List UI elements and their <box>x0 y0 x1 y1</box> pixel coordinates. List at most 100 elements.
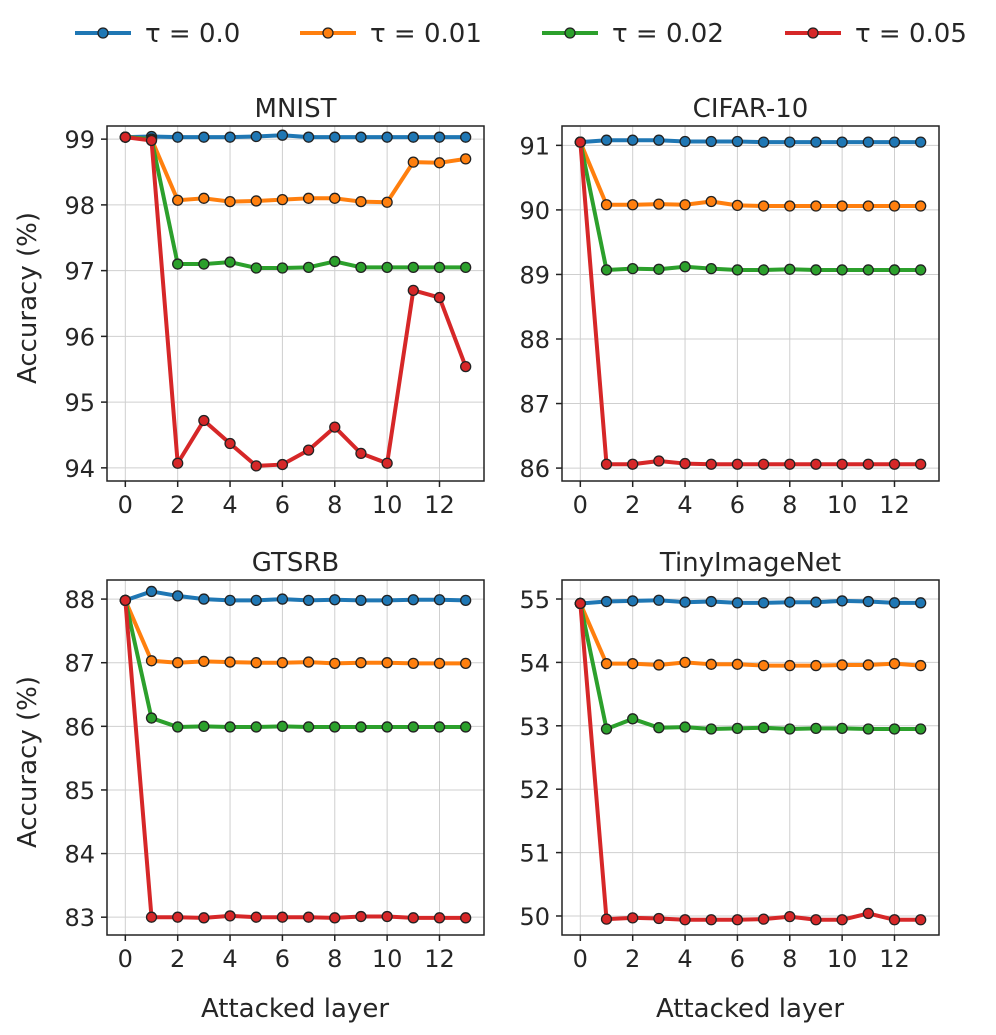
data-point <box>915 723 927 735</box>
y-axis-label-bottom: Accuracy (%) <box>13 676 43 848</box>
chart-title: TinyImageNet <box>659 548 841 578</box>
series <box>119 129 472 143</box>
data-point <box>653 455 665 467</box>
data-point <box>172 721 184 733</box>
data-point <box>355 721 367 733</box>
y-tick-label: 53 <box>519 713 550 741</box>
series <box>574 134 927 148</box>
data-point <box>224 256 236 268</box>
data-point <box>836 722 848 734</box>
data-point <box>862 136 874 148</box>
legend-label: τ = 0.05 <box>855 19 967 49</box>
x-tick-label: 2 <box>170 945 185 973</box>
chart-panel: 0 2 4 6 8 10 12 94 95 96 97 98 99 MNIST <box>64 94 485 519</box>
data-point <box>757 200 770 212</box>
y-tick-label: 91 <box>519 132 550 160</box>
data-point <box>172 590 184 602</box>
data-point <box>276 262 289 274</box>
data-point <box>250 460 262 472</box>
data-point <box>627 658 639 670</box>
data-point <box>433 721 446 733</box>
plot-frame <box>561 125 940 482</box>
data-point <box>731 264 744 276</box>
data-point <box>810 596 822 608</box>
data-point <box>705 595 717 608</box>
data-point <box>627 595 639 607</box>
y-tick-label: 88 <box>519 326 550 354</box>
data-point <box>888 597 901 609</box>
y-tick-label: 89 <box>519 261 550 289</box>
data-point <box>407 594 419 606</box>
data-point <box>731 597 744 609</box>
series <box>574 594 927 610</box>
data-point <box>888 458 901 470</box>
x-tick-label: 4 <box>222 491 237 519</box>
x-tick-label: 0 <box>118 491 133 519</box>
data-point <box>627 713 639 725</box>
data-point <box>329 594 341 606</box>
data-point <box>888 658 901 670</box>
data-point <box>810 264 822 276</box>
data-point <box>574 136 586 148</box>
y-tick-label: 54 <box>519 649 550 677</box>
data-point <box>407 156 419 168</box>
y-tick-label: 87 <box>519 391 550 419</box>
data-point <box>679 721 691 733</box>
data-point <box>460 721 472 733</box>
data-point <box>784 596 796 608</box>
series-line <box>125 135 466 205</box>
data-point <box>757 264 770 276</box>
data-point <box>460 131 472 143</box>
data-point <box>705 135 717 148</box>
data-point <box>810 914 822 926</box>
data-point <box>145 911 158 923</box>
data-point <box>862 458 874 470</box>
data-point <box>433 131 446 143</box>
data-point <box>329 657 341 669</box>
data-point <box>355 131 367 143</box>
y-tick-label: 97 <box>64 258 95 286</box>
data-point <box>198 593 210 605</box>
data-point <box>705 914 717 926</box>
data-point <box>836 659 848 671</box>
x-tick-label: 12 <box>424 491 455 519</box>
data-point <box>627 262 639 275</box>
x-tick-label: 12 <box>879 491 910 519</box>
data-point <box>653 722 665 734</box>
y-tick-label: 52 <box>519 776 550 804</box>
data-point <box>627 912 639 924</box>
data-point <box>888 264 901 276</box>
series <box>119 594 472 733</box>
data-point <box>600 723 613 735</box>
legend: τ = 0.0 τ = 0.01 τ = 0.02 τ = 0.05 <box>75 19 967 49</box>
data-point <box>731 135 744 148</box>
data-point <box>355 261 367 273</box>
data-point <box>731 722 744 734</box>
plot-frame <box>106 125 485 482</box>
data-point <box>679 135 691 148</box>
data-point <box>731 199 744 212</box>
data-point <box>653 912 665 925</box>
x-tick-label: 2 <box>170 491 185 519</box>
y-tick-label: 85 <box>64 777 95 805</box>
x-tick-label: 4 <box>677 945 692 973</box>
data-point <box>198 912 210 924</box>
x-tick-label: 8 <box>327 945 342 973</box>
data-point <box>250 195 262 207</box>
data-point <box>145 585 158 598</box>
data-point <box>653 198 665 210</box>
data-point <box>784 458 796 470</box>
data-point <box>862 200 874 212</box>
data-point <box>915 914 927 926</box>
data-point <box>276 720 289 732</box>
data-point <box>381 594 393 607</box>
series-line <box>123 600 466 920</box>
data-point <box>407 721 419 733</box>
data-point <box>329 192 341 204</box>
data-point <box>600 134 613 146</box>
y-tick-label: 88 <box>64 586 95 614</box>
x-tick-label: 0 <box>573 945 588 973</box>
data-point <box>460 153 472 165</box>
data-point <box>784 723 796 735</box>
